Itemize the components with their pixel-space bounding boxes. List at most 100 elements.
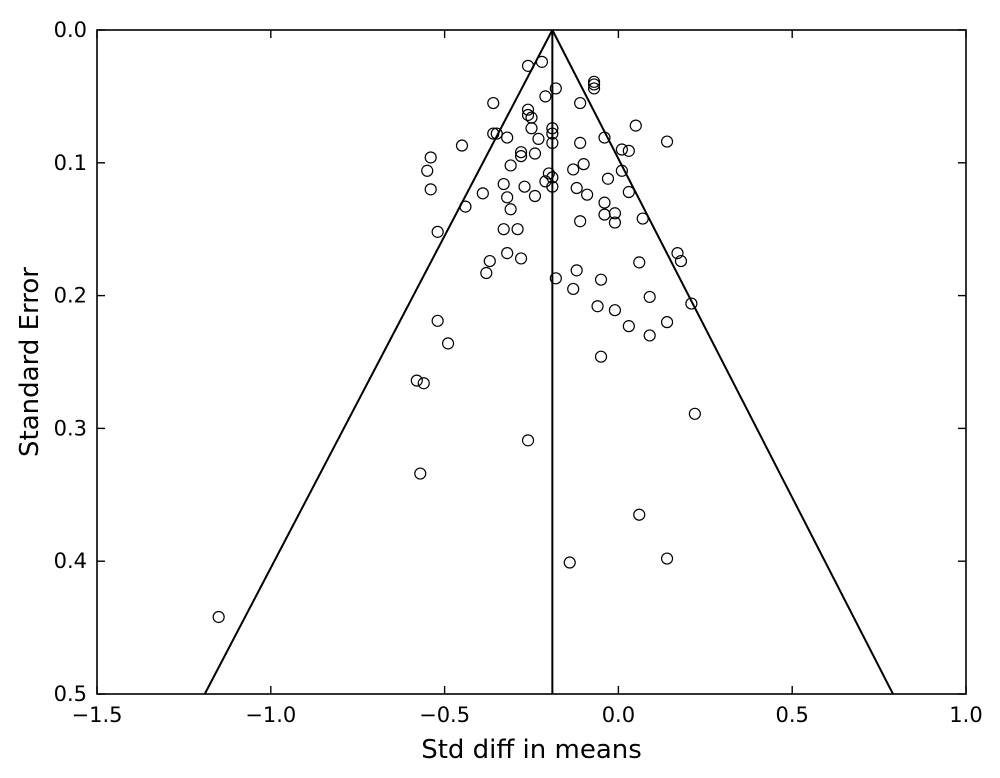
data-point [633,256,646,269]
data-point [521,434,535,447]
data-point [629,119,642,132]
data-point [598,196,611,209]
x-tick-label: −0.5 [419,703,470,727]
data-point [622,144,635,157]
data-point [615,143,628,156]
data-point [643,329,656,342]
data-point [546,127,559,140]
data-point [521,59,535,72]
x-tick-label: 0.5 [775,703,808,727]
data-point [685,297,698,310]
data-point [504,203,517,216]
data-point [528,147,542,160]
data-point [431,225,444,238]
data-point [615,164,628,177]
data-point [549,82,562,95]
data-point [546,171,559,184]
data-point [574,215,587,228]
x-axis-label: Std diff in means [421,735,642,765]
data-point [608,304,622,317]
data-point [570,181,583,195]
data-point [660,135,674,148]
data-point [567,282,580,296]
data-point [581,188,594,201]
data-point [546,122,559,135]
x-tick-label: −1.5 [72,703,123,727]
data-point [525,122,538,135]
data-point [622,185,635,199]
y-tick-label: 0.2 [54,284,87,308]
x-axis-ticks: −1.5 −1.0 −0.5 0.0 0.5 1.0 [72,30,983,727]
y-axis-label: Standard Error [15,267,45,457]
data-point [521,108,535,122]
data-point [570,264,583,277]
data-point [574,96,587,110]
y-tick-label: 0.4 [54,549,87,573]
data-points [212,55,701,624]
data-point [518,180,531,193]
data-point [643,290,656,304]
data-point [514,146,528,159]
data-point [514,150,528,163]
data-point [459,200,472,213]
data-point [424,151,437,164]
data-point [591,300,604,313]
data-point [601,172,615,185]
data-point [587,75,601,88]
data-point [636,212,649,225]
data-point [598,131,611,144]
data-point [487,127,500,140]
data-point [417,377,430,390]
y-tick-label: 0.0 [54,18,87,42]
data-point [542,167,555,180]
data-point [539,90,552,103]
data-point [431,314,444,327]
data-point [212,610,225,624]
data-point [504,159,517,172]
data-point [455,139,469,152]
data-point [671,247,684,260]
data-point [414,467,427,480]
data-point [441,337,455,350]
x-tick-label: 0.0 [602,703,635,727]
data-point [546,136,559,149]
data-point [501,247,514,260]
data-point [674,254,688,268]
data-point [660,552,674,565]
data-point [608,216,622,229]
data-point [501,131,514,144]
data-point [567,163,580,176]
data-point [598,208,611,221]
data-point [480,266,493,280]
data-point [622,320,635,333]
data-point [549,272,562,285]
funnel-left-line [203,29,554,695]
data-point [587,82,601,95]
data-point [608,207,622,220]
data-point [688,407,701,420]
data-point [528,189,542,203]
y-tick-label: 0.3 [54,416,87,440]
data-point [487,96,500,110]
data-point [410,374,423,387]
data-point [421,164,434,177]
data-point [594,350,608,363]
data-point [511,223,524,236]
data-point [521,103,535,116]
x-tick-label: −1.0 [245,703,296,727]
data-point [476,187,489,200]
data-point [535,55,549,68]
data-point [594,273,608,286]
data-point [546,180,559,193]
data-point [501,191,514,204]
x-tick-label: 1.0 [949,703,982,727]
data-point [577,158,590,171]
data-point [424,183,437,196]
data-point [574,136,587,149]
data-point [660,316,674,329]
plot-area [96,29,967,695]
data-point [497,177,510,191]
y-tick-label: 0.5 [54,682,87,706]
data-point [587,78,601,91]
